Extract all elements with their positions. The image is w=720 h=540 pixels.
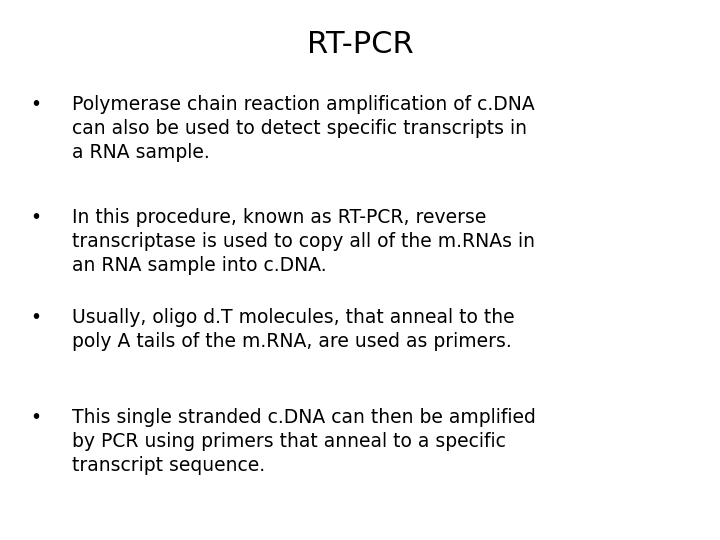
Text: Polymerase chain reaction amplification of c.DNA
can also be used to detect spec: Polymerase chain reaction amplification …	[72, 94, 535, 162]
Text: This single stranded c.DNA can then be amplified
by PCR using primers that annea: This single stranded c.DNA can then be a…	[72, 408, 536, 475]
Text: In this procedure, known as RT-PCR, reverse
transcriptase is used to copy all of: In this procedure, known as RT-PCR, reve…	[72, 208, 535, 275]
Text: •: •	[30, 408, 42, 427]
Text: Usually, oligo d.T molecules, that anneal to the
poly A tails of the m.RNA, are : Usually, oligo d.T molecules, that annea…	[72, 308, 515, 351]
Text: RT-PCR: RT-PCR	[307, 30, 413, 59]
Text: •: •	[30, 208, 42, 227]
Text: •: •	[30, 94, 42, 113]
Text: •: •	[30, 308, 42, 327]
